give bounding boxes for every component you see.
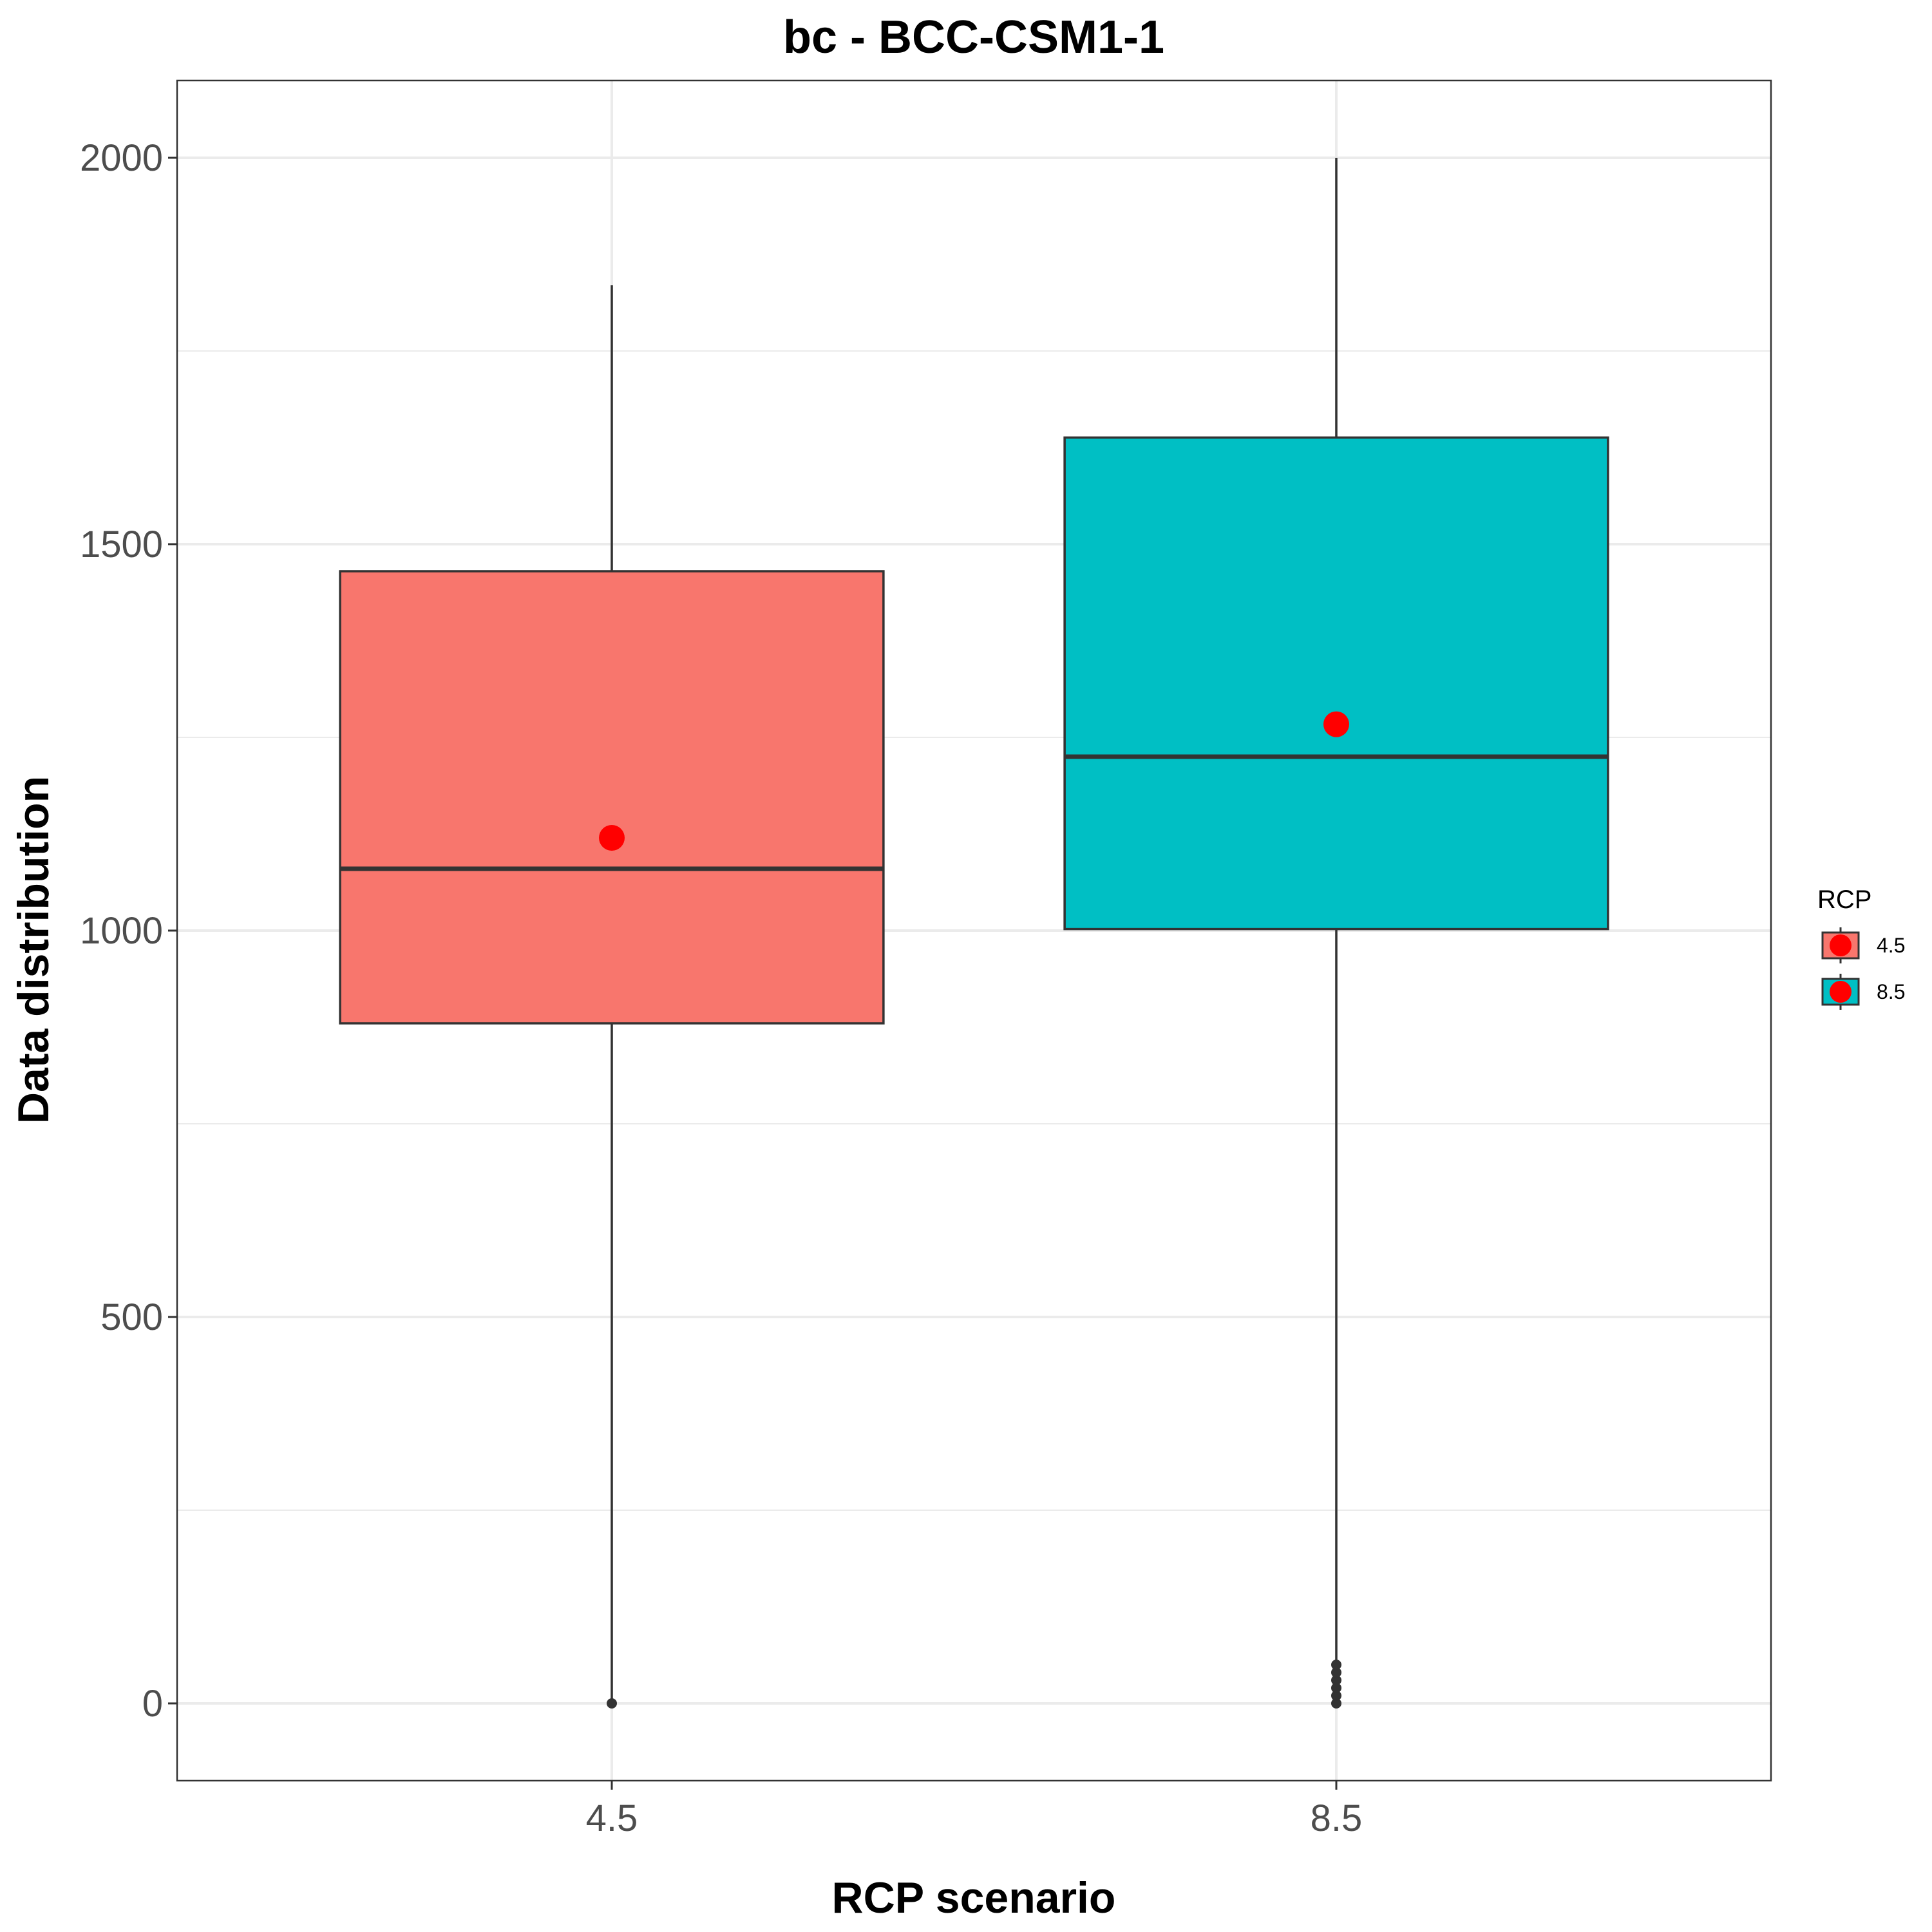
box-8.5 (1063, 158, 1609, 1709)
outlier-point (1331, 1698, 1341, 1709)
y-tick-label: 0 (142, 1683, 163, 1725)
mean-point (1323, 711, 1349, 737)
legend-label: 4.5 (1877, 934, 1905, 957)
chart-title: bc - BCC-CSM1-1 (783, 12, 1164, 63)
legend-entry-4.5: 4.5 (1821, 927, 1905, 963)
box-series (339, 158, 1609, 1709)
outlier-point (1331, 1667, 1341, 1678)
legend-title: RCP (1817, 886, 1871, 914)
legend: RCP 4.5 8.5 (1817, 886, 1905, 1010)
x-axis-ticks: 4.5 8.5 (586, 1781, 1363, 1839)
y-tick-label: 2000 (80, 137, 163, 179)
box-4.5 (339, 285, 885, 1709)
mean-point (599, 825, 625, 851)
legend-key-mean-point (1830, 981, 1852, 1003)
legend-keys: 4.5 8.5 (1821, 927, 1905, 1010)
outlier-point (607, 1698, 617, 1709)
box-iqr (1063, 436, 1609, 931)
x-axis-title: RCP scenario (832, 1873, 1116, 1922)
box-iqr (339, 570, 885, 1025)
y-axis-title: Data distribution (9, 776, 58, 1124)
x-tick-label: 4.5 (586, 1797, 638, 1839)
y-tick-label: 1000 (80, 910, 163, 952)
outlier-point (1331, 1683, 1341, 1693)
x-tick-label: 8.5 (1311, 1797, 1363, 1839)
y-axis-ticks: 0 500 1000 1500 2000 (80, 137, 177, 1725)
legend-entry-8.5: 8.5 (1821, 974, 1905, 1010)
legend-key-mean-point (1830, 934, 1852, 956)
y-tick-label: 500 (100, 1296, 163, 1338)
y-tick-label: 1500 (80, 524, 163, 565)
legend-label: 8.5 (1877, 980, 1905, 1003)
outlier-point (1331, 1690, 1341, 1701)
outlier-point (1331, 1660, 1341, 1670)
outlier-point (1331, 1675, 1341, 1685)
